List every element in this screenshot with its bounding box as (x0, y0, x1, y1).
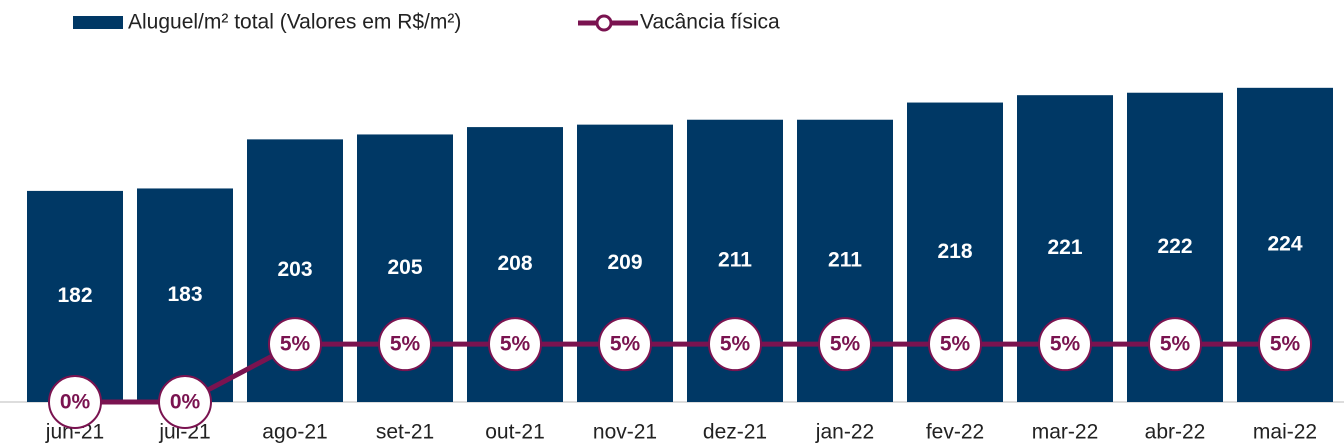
bar-value-label: 183 (167, 283, 202, 306)
x-tick-label: jan-22 (815, 421, 874, 444)
x-tick-label: mar-22 (1032, 421, 1099, 444)
line-value-label: 5% (1270, 333, 1301, 356)
line-marker (48, 375, 102, 429)
line-value-label: 0% (170, 391, 201, 414)
line-value-label: 5% (610, 333, 641, 356)
bar-value-label: 222 (1157, 235, 1192, 258)
line-value-label: 5% (390, 333, 421, 356)
line-marker (158, 375, 212, 429)
x-tick-label: abr-22 (1145, 421, 1206, 444)
line-marker (928, 317, 982, 372)
x-tick-label: fev-22 (926, 421, 984, 444)
line-marker (268, 317, 322, 372)
line-marker (1148, 317, 1202, 372)
line-value-label: 5% (1050, 333, 1081, 356)
bar-value-label: 203 (277, 258, 312, 281)
bar-value-label: 221 (1047, 236, 1082, 259)
bar-value-label: 224 (1267, 232, 1302, 255)
line-value-label: 5% (720, 333, 751, 356)
x-tick-label: out-21 (485, 421, 545, 444)
line-marker (488, 317, 542, 372)
line-marker (708, 317, 762, 372)
line-value-label: 5% (500, 333, 531, 356)
line-value-label: 5% (830, 333, 861, 356)
legend-label: Aluguel/m² total (Valores em R$/m²) (128, 11, 461, 34)
line-marker (818, 317, 872, 372)
line-value-label: 5% (1160, 333, 1191, 356)
bar-value-label: 211 (718, 248, 752, 271)
x-tick-label: nov-21 (593, 421, 657, 444)
legend-label: Vacância física (640, 11, 780, 34)
bar (137, 188, 233, 402)
bar-value-label: 208 (497, 252, 532, 275)
x-tick-label: ago-21 (262, 421, 327, 444)
line-value-label: 0% (60, 391, 91, 414)
line-marker (1038, 317, 1092, 372)
bar-value-label: 182 (57, 284, 92, 307)
bar (27, 190, 123, 402)
bar-value-label: 218 (937, 240, 972, 263)
x-tick-label: set-21 (376, 421, 434, 444)
x-tick-label: mai-22 (1253, 421, 1317, 444)
x-tick-label: jul-21 (158, 421, 210, 444)
legend-swatch (595, 14, 613, 32)
bar-value-label: 211 (828, 248, 862, 271)
line-value-label: 5% (940, 333, 971, 356)
bar-value-label: 209 (607, 251, 642, 274)
x-tick-label: dez-21 (703, 421, 767, 444)
x-tick-label: jun-21 (45, 421, 104, 444)
bar-value-label: 205 (387, 256, 422, 279)
line-value-label: 5% (280, 333, 311, 356)
legend-swatch (73, 16, 123, 29)
line-marker (598, 317, 652, 372)
line-marker (378, 317, 432, 372)
line-marker (1258, 317, 1312, 372)
